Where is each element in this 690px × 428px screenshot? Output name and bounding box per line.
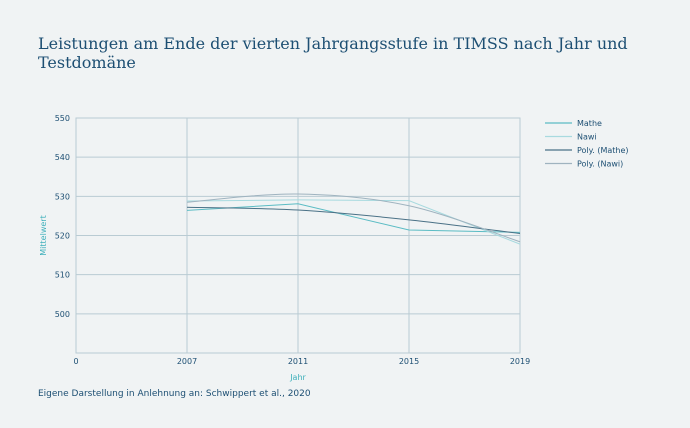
y-tick-label: 520 [55,232,70,241]
y-tick-label: 550 [55,114,70,123]
x-tick-label: 2019 [510,357,530,366]
y-tick-label: 500 [55,310,70,319]
series-line-mathe [186,203,521,233]
source-note: Eigene Darstellung in Anlehnung an: Schw… [38,389,311,399]
chart-title: Leistungen am Ende der vierten Jahrgangs… [38,34,628,72]
x-tick-label: 2011 [288,357,308,366]
legend-label: Poly. (Nawi) [577,160,623,169]
x-tick-label: 0 [73,357,78,366]
legend-label: Nawi [577,133,597,142]
y-tick-label: 510 [55,271,70,280]
x-axis-label: Jahr [289,373,306,382]
y-tick-label: 530 [55,192,70,201]
series-line-nawi [186,199,521,245]
y-axis-label: Mittelwert [39,215,48,255]
series-line-poly-mathe- [186,206,521,235]
legend-label: Poly. (Mathe) [577,146,629,155]
x-tick-label: 2007 [177,357,197,366]
x-tick-label: 2015 [399,357,419,366]
series-line-poly-nawi- [186,193,521,243]
legend-label: Mathe [577,119,602,128]
y-tick-label: 540 [55,153,70,162]
